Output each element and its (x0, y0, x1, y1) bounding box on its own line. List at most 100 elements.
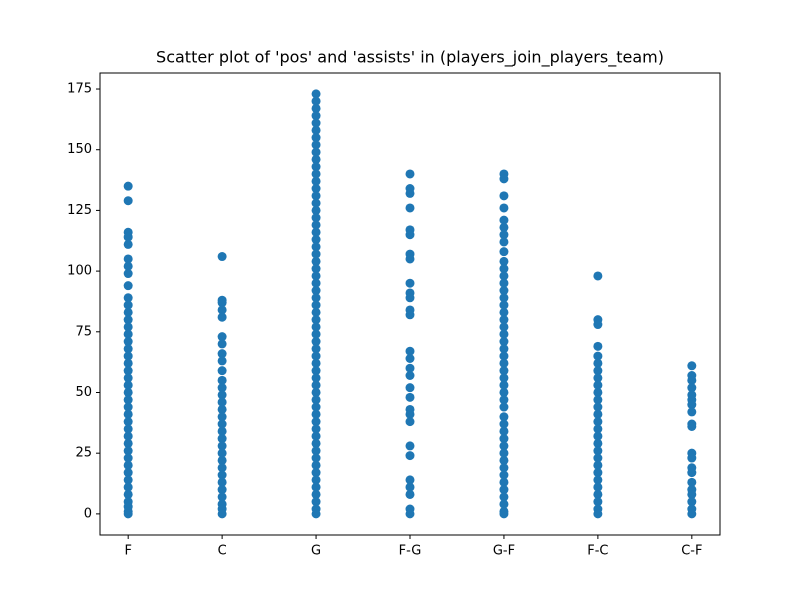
point (123, 468, 133, 478)
y-tick-label: 100 (67, 264, 92, 279)
point (123, 380, 133, 390)
x-tick-label: F-G (399, 544, 422, 559)
point (311, 489, 321, 499)
point (311, 315, 321, 325)
point (593, 424, 603, 434)
point (311, 103, 321, 113)
point (123, 329, 133, 339)
point (123, 402, 133, 412)
point (311, 497, 321, 507)
point (499, 256, 509, 266)
point (405, 188, 415, 198)
point (499, 426, 509, 436)
point (405, 409, 415, 419)
point (311, 446, 321, 456)
point (499, 337, 509, 347)
point (123, 269, 133, 279)
y-tick-label: 125 (67, 203, 92, 218)
point (217, 455, 227, 465)
point (123, 261, 133, 271)
point (499, 174, 509, 184)
point (311, 482, 321, 492)
point (311, 205, 321, 215)
point (593, 373, 603, 383)
point (217, 509, 227, 519)
point (217, 375, 227, 385)
point (311, 140, 321, 150)
point (311, 220, 321, 230)
point (123, 387, 133, 397)
point (687, 468, 697, 478)
point (499, 455, 509, 465)
point (593, 475, 603, 485)
point (499, 351, 509, 361)
point (499, 215, 509, 225)
point (405, 293, 415, 303)
point (499, 293, 509, 303)
point (217, 441, 227, 451)
point (217, 356, 227, 366)
point (499, 307, 509, 317)
point (499, 322, 509, 332)
point (311, 417, 321, 427)
point (687, 497, 697, 507)
point (687, 489, 697, 499)
point (593, 482, 603, 492)
point (499, 366, 509, 376)
point (687, 509, 697, 519)
point (499, 203, 509, 213)
point (499, 315, 509, 325)
point (311, 198, 321, 208)
point (593, 380, 603, 390)
point (217, 419, 227, 429)
point (123, 509, 133, 519)
point (593, 453, 603, 463)
point (123, 424, 133, 434)
point (217, 305, 227, 315)
y-tick-label: 50 (75, 385, 92, 400)
point (123, 181, 133, 191)
x-tick-label: F (124, 544, 131, 559)
point (311, 358, 321, 368)
point (311, 322, 321, 332)
point (311, 475, 321, 485)
point (405, 370, 415, 380)
x-tick-label: G (311, 544, 321, 559)
point (311, 118, 321, 128)
point (687, 400, 697, 410)
point (405, 383, 415, 393)
point (123, 322, 133, 332)
point (123, 453, 133, 463)
point (593, 417, 603, 427)
point (123, 351, 133, 361)
point (311, 147, 321, 157)
point (123, 460, 133, 470)
x-tick-label: F-C (587, 544, 608, 559)
point (217, 492, 227, 502)
point (687, 477, 697, 487)
point (687, 383, 697, 393)
point (593, 402, 603, 412)
x-tick-label: G-F (493, 544, 515, 559)
point (311, 89, 321, 99)
point (311, 154, 321, 164)
point (593, 460, 603, 470)
point (217, 383, 227, 393)
x-tick-label: C-F (681, 544, 702, 559)
point (499, 402, 509, 412)
point (405, 482, 415, 492)
point (499, 477, 509, 487)
point (311, 307, 321, 317)
point (123, 446, 133, 456)
point (311, 111, 321, 121)
point (311, 387, 321, 397)
point (217, 463, 227, 473)
point (311, 460, 321, 470)
point (123, 417, 133, 427)
y-tick-label: 75 (75, 324, 92, 339)
point (499, 509, 509, 519)
point (405, 489, 415, 499)
point (593, 409, 603, 419)
